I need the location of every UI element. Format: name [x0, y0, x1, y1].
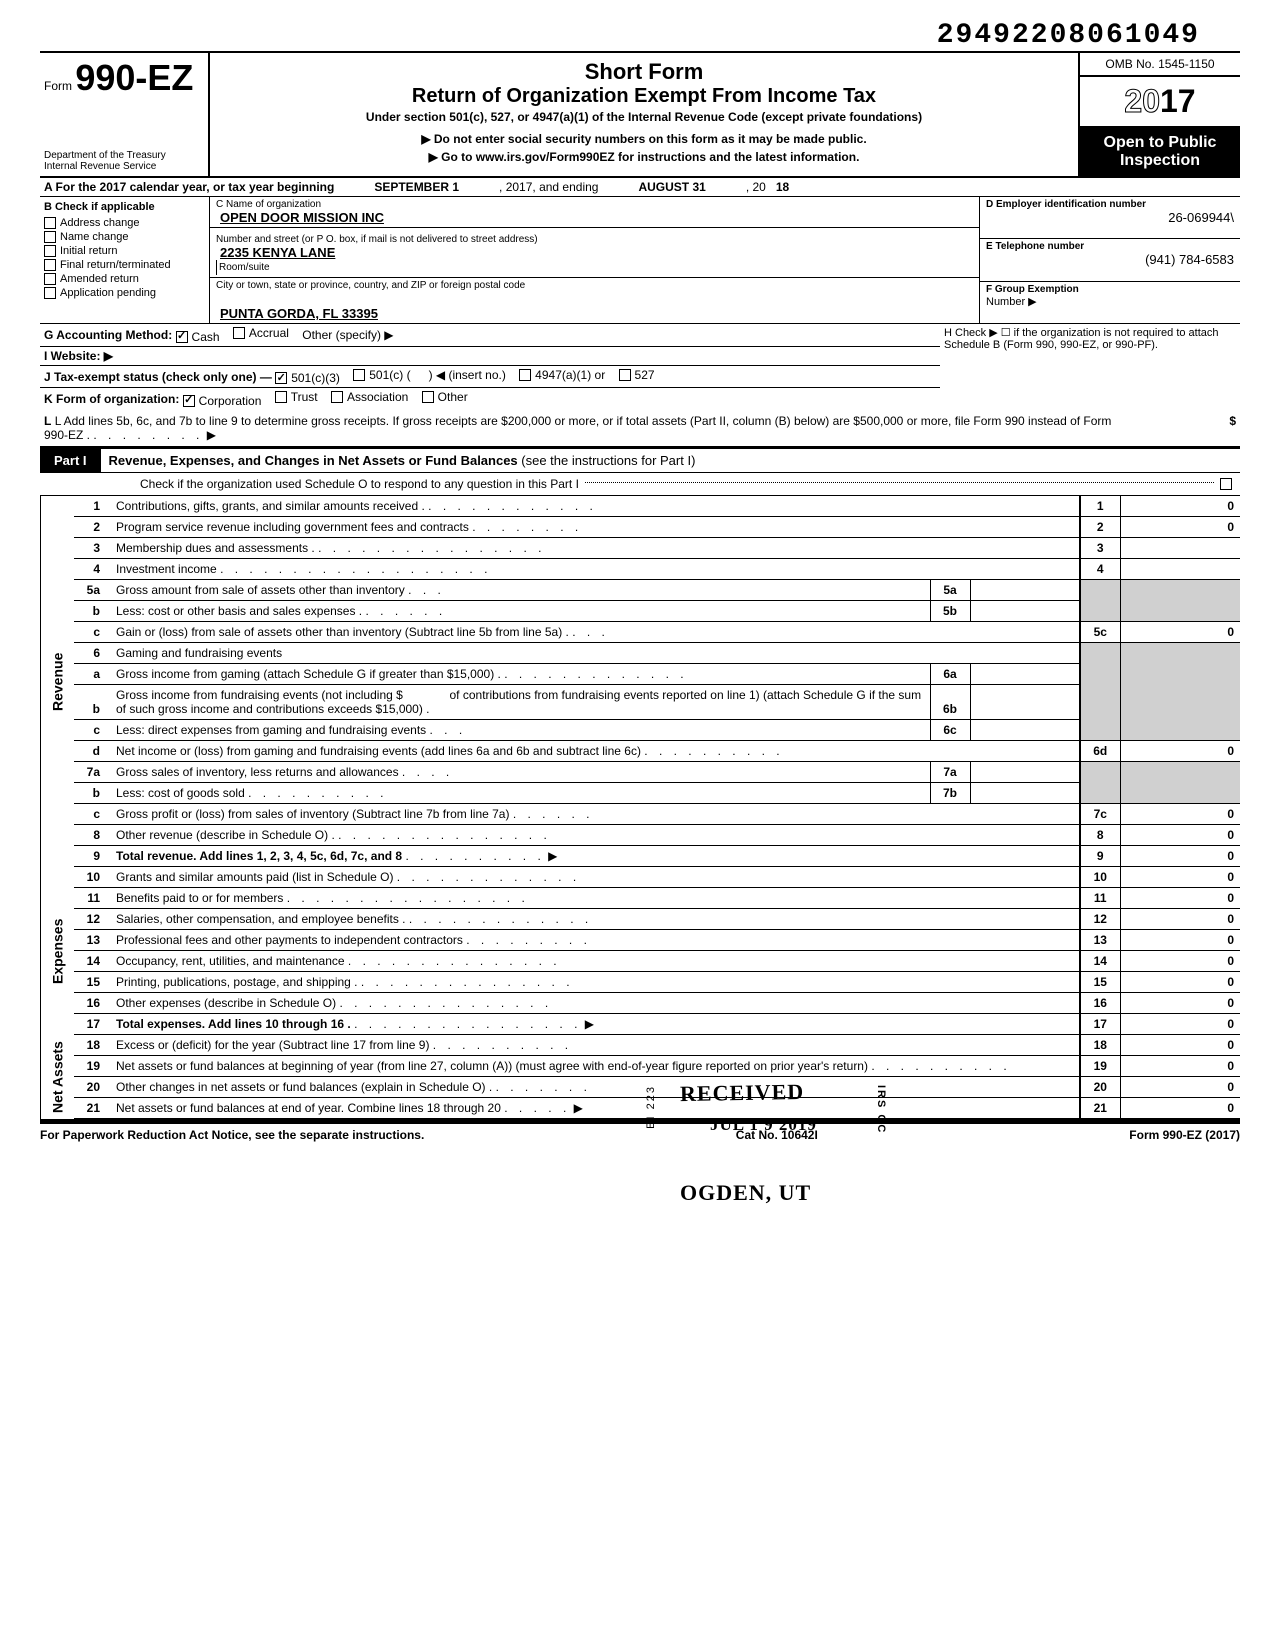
stamp-right-code: IRS CC [875, 1085, 887, 1134]
lbl-group-number: Number ▶ [986, 295, 1234, 308]
form-label: Form [44, 79, 72, 93]
chk-address-change[interactable] [44, 217, 56, 229]
dept-irs: Internal Revenue Service [44, 161, 204, 172]
chk-accrual[interactable] [233, 327, 245, 339]
lbl-city: City or town, state or province, country… [216, 280, 973, 291]
open-to-public: Open to Public Inspection [1080, 128, 1240, 176]
row-a-tax-year: A For the 2017 calendar year, or tax yea… [40, 178, 1240, 197]
stamp-ogden: OGDEN, UT [680, 1180, 811, 1206]
col-b-checkboxes: B Check if applicable Address change Nam… [40, 197, 210, 323]
row-k-org-form: K Form of organization: ✓Corporation Tru… [40, 388, 940, 410]
lbl-org-name: C Name of organization [216, 199, 973, 210]
lbl-group-exemption: F Group Exemption [986, 284, 1234, 295]
row-l-gross-receipts: L L Add lines 5b, 6c, and 7b to line 9 t… [40, 410, 1240, 449]
chk-trust[interactable] [275, 391, 287, 403]
val-phone: (941) 784-6583 [986, 252, 1234, 267]
row-g-accounting: G Accounting Method: ✓Cash Accrual Other… [40, 324, 940, 347]
row-j-tax-status: J Tax-exempt status (check only one) — ✓… [40, 366, 940, 389]
chk-4947[interactable] [519, 369, 531, 381]
chk-501c3[interactable]: ✓ [275, 372, 287, 384]
val-ein: 26-069944\ [986, 210, 1234, 225]
chk-application-pending[interactable] [44, 287, 56, 299]
tax-year-begin: SEPTEMBER 1 [374, 180, 459, 194]
dept-treasury: Department of the Treasury [44, 150, 204, 161]
chk-association[interactable] [331, 391, 343, 403]
chk-other-org[interactable] [422, 391, 434, 403]
chk-initial-return[interactable] [44, 245, 56, 257]
side-expenses: Expenses [40, 867, 74, 1035]
note-url: ▶ Go to www.irs.gov/Form990EZ for instru… [220, 150, 1068, 164]
row-h-schedule-b: H Check ▶ ☐ if the organization is not r… [940, 324, 1240, 410]
document-locator-number: 29492208061049 [40, 20, 1240, 51]
tax-year-end-yr: 18 [776, 180, 789, 194]
val-city: PUNTA GORDA, FL 33395 [216, 306, 973, 321]
net-assets-table: 18Excess or (deficit) for the year (Subt… [74, 1035, 1240, 1119]
side-net-assets: Net Assets [40, 1035, 74, 1119]
val-org-name: OPEN DOOR MISSION INC [216, 210, 973, 225]
title-short-form: Short Form [220, 59, 1068, 85]
title-return: Return of Organization Exempt From Incom… [220, 85, 1068, 108]
chk-schedule-o[interactable] [1220, 478, 1232, 490]
part-1-header: Part I Revenue, Expenses, and Changes in… [40, 449, 1240, 473]
omb-number: OMB No. 1545-1150 [1080, 53, 1240, 77]
lbl-room: Room/suite [216, 260, 306, 275]
stamp-left-code: EI 223 [645, 1085, 657, 1129]
lbl-phone: E Telephone number [986, 241, 1234, 252]
page-footer: For Paperwork Reduction Act Notice, see … [40, 1122, 1240, 1142]
expenses-table: 10Grants and similar amounts paid (list … [74, 867, 1240, 1035]
note-ssn: ▶ Do not enter social security numbers o… [220, 132, 1068, 146]
chk-501c[interactable] [353, 369, 365, 381]
lbl-street: Number and street (or P O. box, if mail … [216, 234, 538, 245]
chk-amended-return[interactable] [44, 273, 56, 285]
subtitle: Under section 501(c), 527, or 4947(a)(1)… [220, 110, 1068, 124]
chk-final-return[interactable] [44, 259, 56, 271]
form-number: 990-EZ [75, 57, 193, 98]
side-revenue: Revenue [40, 496, 74, 867]
form-header: Form 990-EZ Department of the Treasury I… [40, 51, 1240, 178]
val-street: 2235 KENYA LANE [216, 245, 335, 260]
chk-cash[interactable]: ✓ [176, 331, 188, 343]
chk-corporation[interactable]: ✓ [183, 395, 195, 407]
row-i-website: I Website: ▶ [40, 347, 940, 366]
tax-year-end: AUGUST 31 [638, 180, 705, 194]
chk-527[interactable] [619, 369, 631, 381]
revenue-table: 1Contributions, gifts, grants, and simil… [74, 496, 1240, 867]
chk-name-change[interactable] [44, 231, 56, 243]
part-1-schedule-o-check: Check if the organization used Schedule … [40, 473, 1240, 496]
lbl-ein: D Employer identification number [986, 199, 1234, 210]
tax-year: 2017 [1080, 77, 1240, 128]
